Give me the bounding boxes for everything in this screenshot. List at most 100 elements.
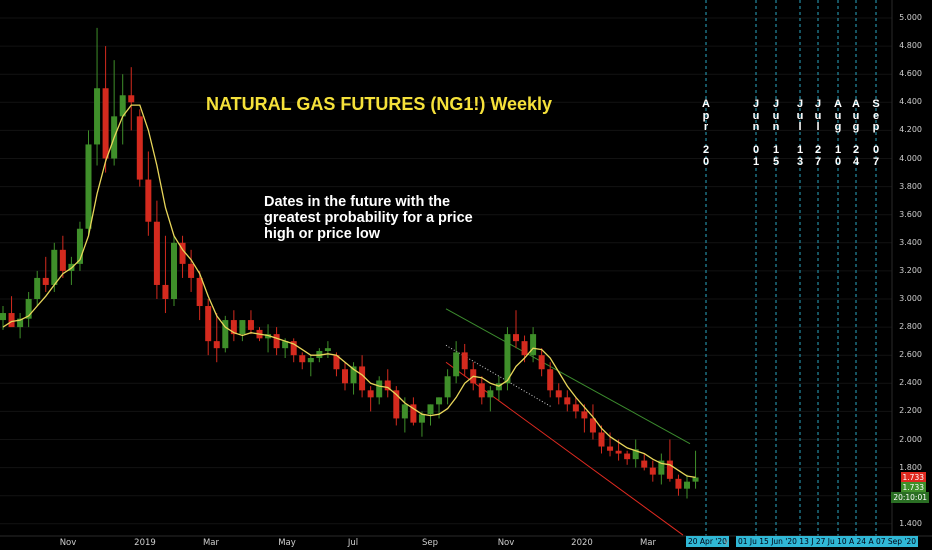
candle-body [307,358,314,363]
candle-body [521,341,528,356]
last-price-badge: 1.733 [900,472,926,483]
future-date-char: 7 [872,155,880,168]
future-date-char: l [816,121,820,134]
candle-body [624,453,631,460]
price-tick-label: 1.800 [899,462,922,472]
future-date-char: u [834,109,842,122]
future-date-char: S [872,98,880,110]
candle-body [692,477,699,482]
candle-body [162,284,169,299]
candle-body [538,355,545,370]
candle-body [461,352,468,370]
future-date-char: A [834,98,842,110]
future-date-char: 1 [752,155,760,168]
candle-body [247,320,254,330]
candle-body [641,460,648,468]
future-date-char: 7 [814,155,822,168]
candle-body [188,263,195,278]
candle-body [359,366,366,391]
time-tick-label: May [278,538,296,548]
time-tick-label: Nov [59,538,77,548]
candle-body [495,383,502,391]
price-tick-label: 4.200 [899,125,922,135]
ma-price-badge: 1.733 [900,482,926,493]
candle-body [418,414,425,423]
candle-body [136,116,143,180]
candle-body [607,446,614,451]
price-tick-label: 3.800 [899,181,922,191]
time-tick-label: 2020 [571,538,593,548]
future-date-char: 1 [834,144,842,157]
candle-body [196,277,203,307]
candle-body [51,249,58,285]
candle-body [273,334,280,349]
candle-body [205,306,212,342]
candle-body [555,390,562,398]
future-date-char: g [852,121,860,134]
future-date-char: J [772,98,780,110]
candle-body [59,249,66,271]
future-date-char: p [872,121,880,134]
upper-trend-line [445,308,691,445]
price-tick-label: 3.600 [899,209,922,219]
candle-body [589,418,596,433]
candle-body [581,411,588,419]
annotation-text: Dates in the future with the greatest pr… [264,194,473,242]
future-date-char: 0 [752,144,760,157]
future-date-char: u [772,109,780,122]
price-tick-label: 3.000 [899,294,922,303]
candle-body [632,449,639,460]
dotted-trend-line [445,344,553,408]
future-date-char: r [703,121,709,134]
price-tick-label: 2.200 [899,406,922,416]
future-date-char: J [814,98,822,110]
candle-body [410,404,417,423]
future-date-char: A [702,98,710,110]
candle-body [8,313,15,328]
candle-body [530,334,537,356]
candle-body [145,179,152,222]
future-date-char: g [834,121,842,134]
candle-body [290,341,297,356]
date-badge-row: 01 Ju 15 Jun '20 13 J 27 Ju 10 A 24 A 07… [736,536,919,547]
candle-body [94,88,101,145]
price-tick-label: 4.800 [899,41,922,51]
candle-body [384,380,391,391]
trend-lines [445,308,691,536]
future-date-char: 2 [702,144,710,157]
time-tick-label: Mar [202,538,220,548]
candle-body [572,404,579,412]
future-date-char: 1 [796,144,804,157]
time-tick-label: Mar [639,538,657,548]
price-tick-label: 2.600 [899,350,922,360]
future-date-char: 5 [772,155,780,168]
countdown-badge: 20:10:01 [891,492,929,503]
future-date-char: e [872,109,880,122]
price-tick-label: 1.400 [899,518,922,528]
future-date-char: 1 [772,144,780,157]
candle-body [453,352,460,377]
lower-trend-line [445,361,684,536]
future-date-char: 3 [796,155,804,168]
candle-body [684,481,690,489]
future-date-lines [705,0,877,536]
candle-body [179,242,186,264]
chart-title: NATURAL GAS FUTURES (NG1!) Weekly [206,94,553,114]
price-tick-label: 3.400 [899,237,922,247]
future-date-char: n [752,121,760,134]
price-tick-label: 3.200 [899,265,922,275]
candle-body [564,397,571,405]
candle-body [42,277,49,285]
price-tick-label: 2.800 [899,322,922,332]
candle-body [367,390,374,398]
candle-body [119,95,126,117]
future-date-char: u [796,109,804,122]
candle-body [342,369,348,384]
candle-body [282,341,289,349]
candle-body [436,397,443,405]
future-date-char: u [814,109,822,122]
price-tick-label: 2.400 [899,378,922,388]
